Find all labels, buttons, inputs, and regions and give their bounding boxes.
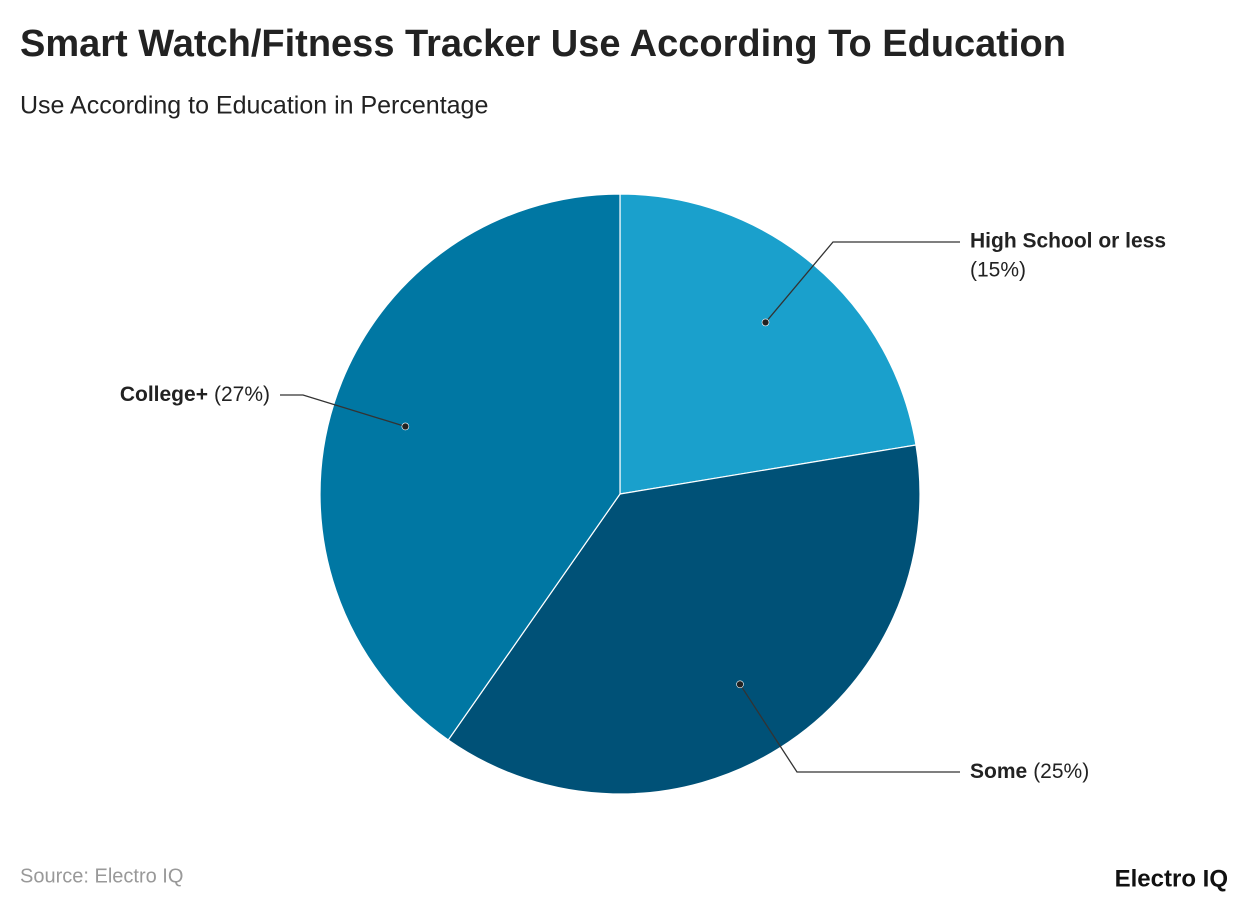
pie-slice [619,193,917,495]
slice-label: College+ [120,383,208,406]
pie-slice [447,444,921,795]
source: Source: Electro IQ [20,865,183,887]
brand-logo: Electro IQ [1115,865,1228,892]
leader-dot [761,318,770,327]
leader-line [765,241,960,323]
slice-value-label: (15%) [970,259,1026,282]
slice-value-label: (27%) [214,383,270,406]
slice-label-group: College+ (27%) [120,383,270,406]
leader-line [739,683,960,773]
leader-line [280,394,406,428]
chart-subtitle: Use According to Education in Percentage [20,92,488,120]
slice-label: Some [970,760,1027,783]
leader-dot [736,680,744,689]
slice-value-label: (25%) [1033,760,1089,783]
slice-label-group: Some (25%) [970,760,1089,783]
chart-title: Smart Watch/Fitness Tracker Use Accordin… [20,23,1066,65]
leader-dot [401,422,410,431]
slice-label: High School or less [970,230,1166,253]
